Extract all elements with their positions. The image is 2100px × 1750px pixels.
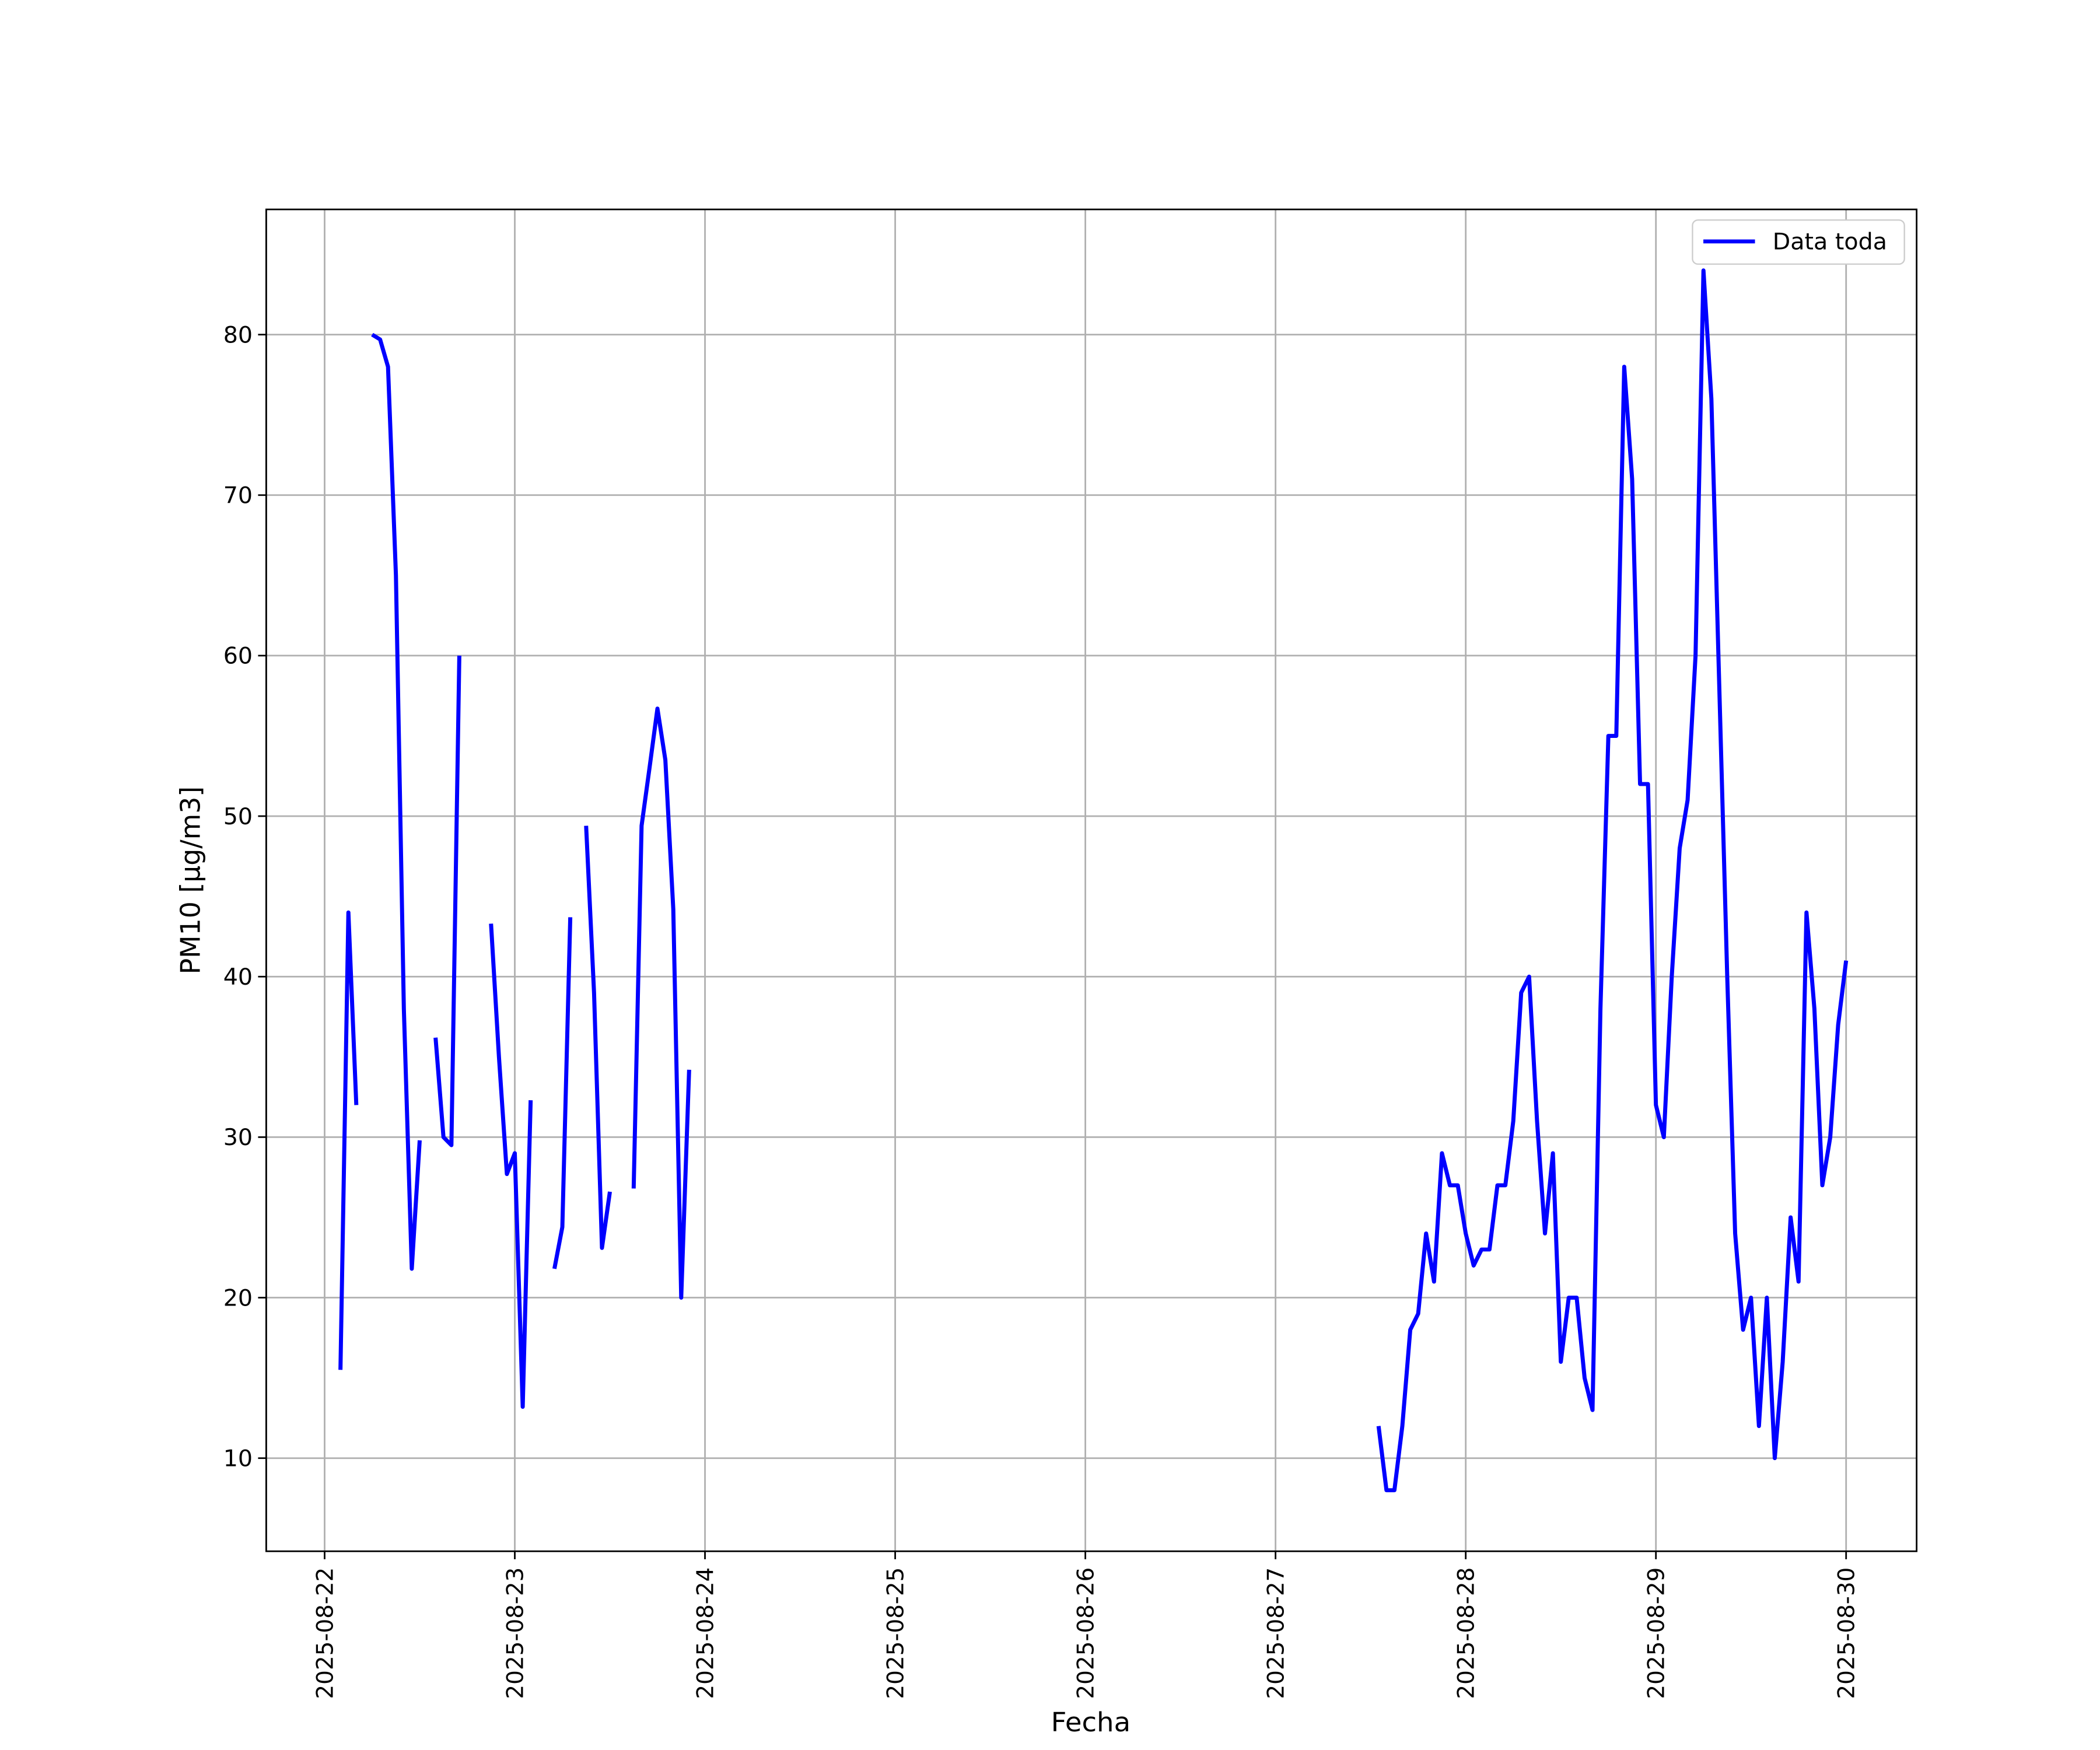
data-line [338, 268, 1849, 1493]
x-tick-label: 2025-08-30 [1833, 1567, 1860, 1699]
x-tick-label: 2025-08-22 [312, 1567, 338, 1699]
y-axis-label: PM10 [μg/m3] [174, 786, 206, 975]
legend: Data toda [1692, 219, 1905, 265]
grid [266, 209, 1917, 1552]
axes-frame [265, 208, 1918, 1552]
y-tick-label: 30 [223, 1125, 253, 1151]
x-tick-label: 2025-08-27 [1263, 1567, 1289, 1699]
x-tick-label: 2025-08-28 [1453, 1567, 1479, 1699]
y-tick-label: 50 [223, 804, 253, 830]
plot-area [338, 268, 1849, 1493]
x-tick-label: 2025-08-29 [1643, 1567, 1670, 1699]
x-axis-label: Fecha [1051, 1706, 1131, 1738]
x-tick-label: 2025-08-25 [883, 1567, 909, 1699]
y-tick-label: 70 [223, 483, 253, 509]
y-tick-label: 10 [223, 1446, 253, 1472]
legend-label: Data toda [1773, 229, 1887, 256]
legend-box [1692, 219, 1905, 265]
x-tick-label: 2025-08-24 [692, 1567, 719, 1699]
y-tick-label: 80 [223, 323, 253, 349]
y-tick-label: 20 [223, 1286, 253, 1312]
labels: 10 20 30 40 50 60 70 80 2025-08-22 2025-08-23 2025… [223, 323, 1860, 1699]
x-tick-label: 2025-08-26 [1073, 1567, 1099, 1699]
y-tick-label: 60 [223, 643, 253, 670]
y-tick-label: 40 [223, 964, 253, 991]
x-tick-label: 2025-08-23 [502, 1567, 528, 1699]
